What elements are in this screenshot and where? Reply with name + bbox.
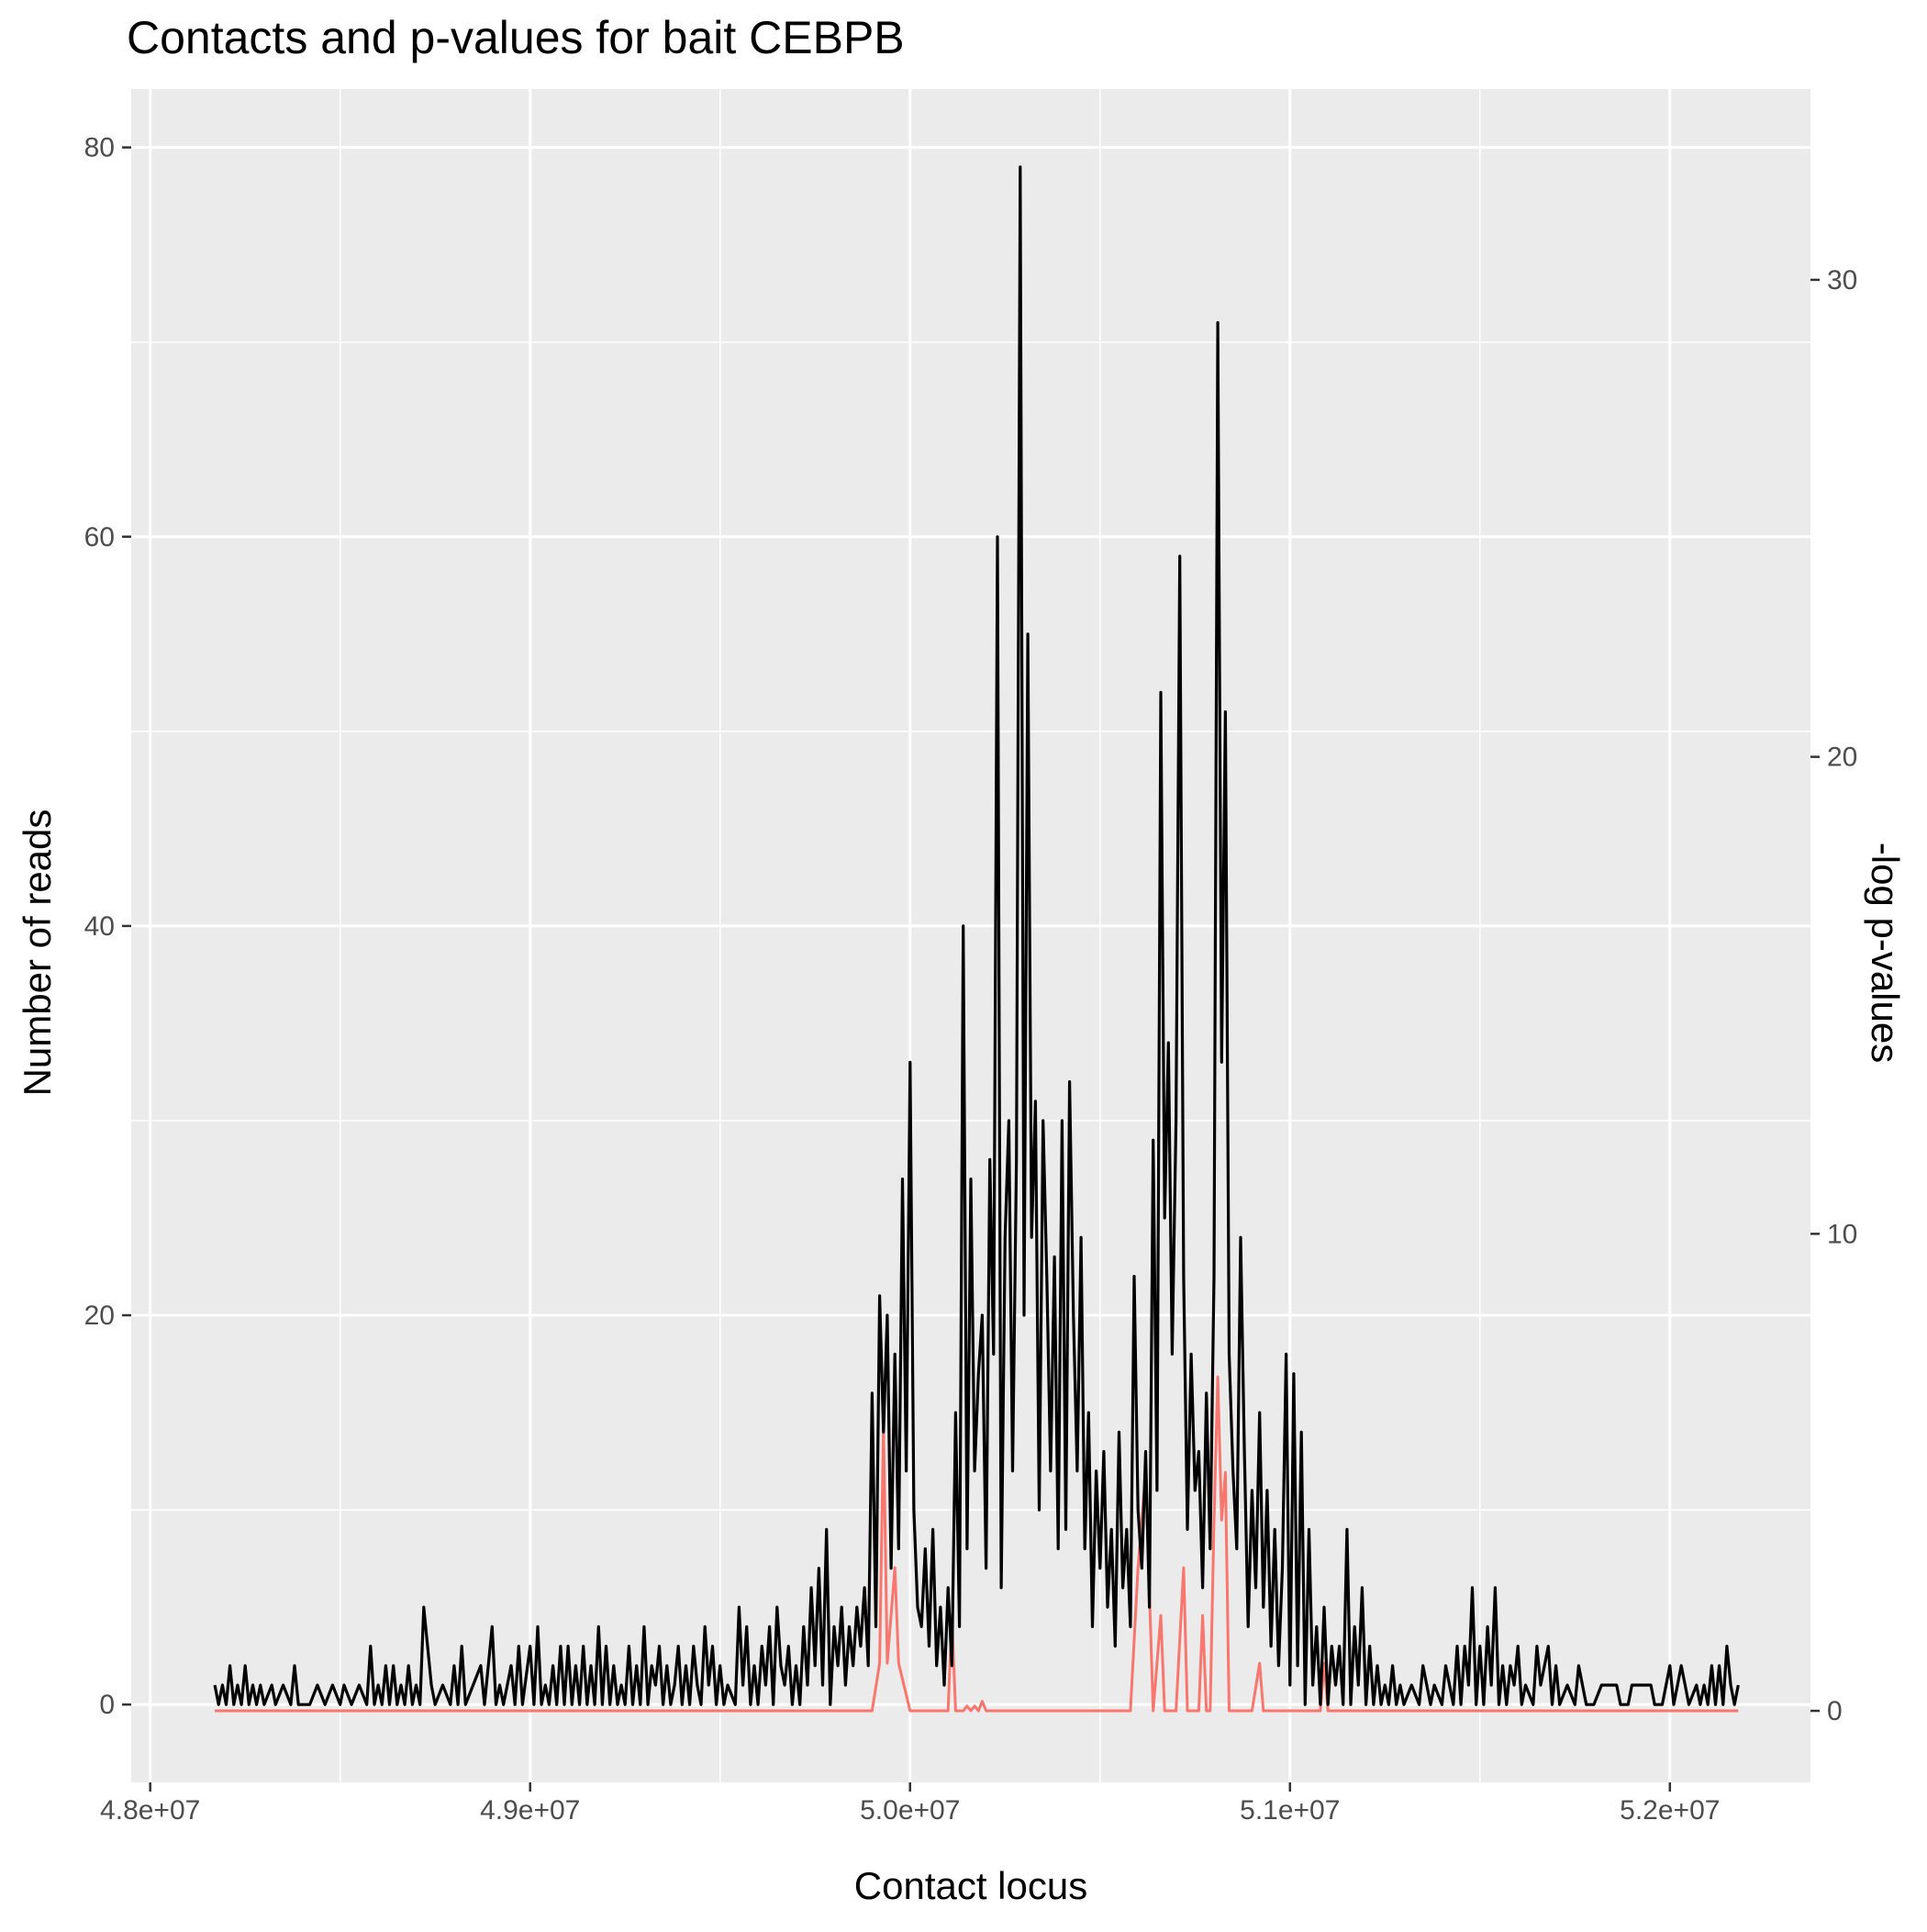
y2-axis-title: -log p-values [1864,843,1907,1063]
series-line-pvalues [215,1375,1739,1713]
grid-minor [131,89,1810,1782]
y2-tick-label: 0 [1827,1696,1843,1726]
y-tick-label: 80 [84,133,115,163]
y2-tick-label: 10 [1827,1219,1857,1249]
y-axis-right: 0 10 20 30 [1810,265,1857,1726]
y-tick-label: 60 [84,522,115,553]
grid-major [131,89,1810,1782]
x-tick-label: 4.9e+07 [480,1795,580,1826]
x-axis: 4.8e+07 4.9e+07 5.0e+07 5.1e+07 5.2e+07 [100,1782,1720,1826]
x-tick-label: 5.2e+07 [1620,1795,1720,1826]
y-tick-label: 40 [84,911,115,942]
y2-tick-label: 20 [1827,743,1857,773]
chart-title: Contacts and p-values for bait CEBPB [127,12,905,63]
series-layer [213,165,1740,1713]
series-line-reads [213,165,1740,1706]
y-tick-label: 0 [99,1690,115,1720]
x-tick-label: 5.0e+07 [860,1795,960,1826]
y2-tick-label: 30 [1827,265,1857,296]
plot-panel [131,89,1810,1782]
y-axis-left: 0 20 40 60 80 [84,133,131,1720]
x-axis-title: Contact locus [854,1864,1087,1907]
y-axis-title: Number of reads [16,810,59,1097]
x-tick-label: 4.8e+07 [100,1795,200,1826]
x-tick-label: 5.1e+07 [1240,1795,1340,1826]
y-tick-label: 20 [84,1301,115,1331]
